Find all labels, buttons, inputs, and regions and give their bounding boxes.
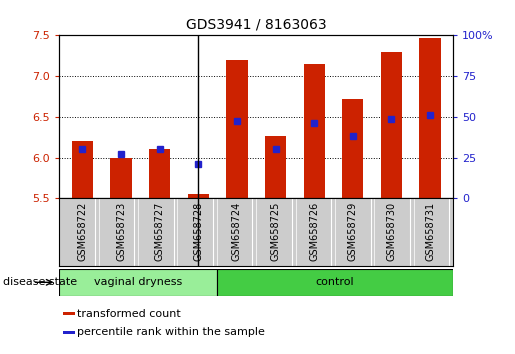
Bar: [59, 269, 217, 296]
Bar: [110, 158, 132, 198]
Text: GSM658724: GSM658724: [232, 202, 242, 261]
Text: control: control: [316, 277, 354, 287]
Text: GSM658722: GSM658722: [77, 202, 88, 261]
Text: GSM658731: GSM658731: [425, 202, 435, 261]
Bar: [187, 194, 209, 198]
Text: GSM658723: GSM658723: [116, 202, 126, 261]
Text: GSM658726: GSM658726: [309, 202, 319, 261]
Bar: [265, 136, 286, 198]
Bar: [149, 149, 170, 198]
Bar: [342, 99, 364, 198]
Text: percentile rank within the sample: percentile rank within the sample: [77, 327, 265, 337]
Text: transformed count: transformed count: [77, 309, 181, 319]
Bar: [217, 269, 453, 296]
Text: GSM658729: GSM658729: [348, 202, 358, 261]
Text: GSM658727: GSM658727: [154, 202, 165, 261]
Bar: [63, 331, 75, 333]
Title: GDS3941 / 8163063: GDS3941 / 8163063: [186, 17, 327, 32]
Bar: [381, 52, 402, 198]
Text: GSM658728: GSM658728: [193, 202, 203, 261]
Bar: [226, 60, 248, 198]
Bar: [419, 38, 441, 198]
Text: disease state: disease state: [3, 277, 77, 287]
Bar: [303, 64, 325, 198]
Text: GSM658725: GSM658725: [270, 202, 281, 261]
Text: vaginal dryness: vaginal dryness: [94, 277, 182, 287]
Bar: [63, 313, 75, 315]
Bar: [72, 141, 93, 198]
Text: GSM658730: GSM658730: [386, 202, 397, 261]
